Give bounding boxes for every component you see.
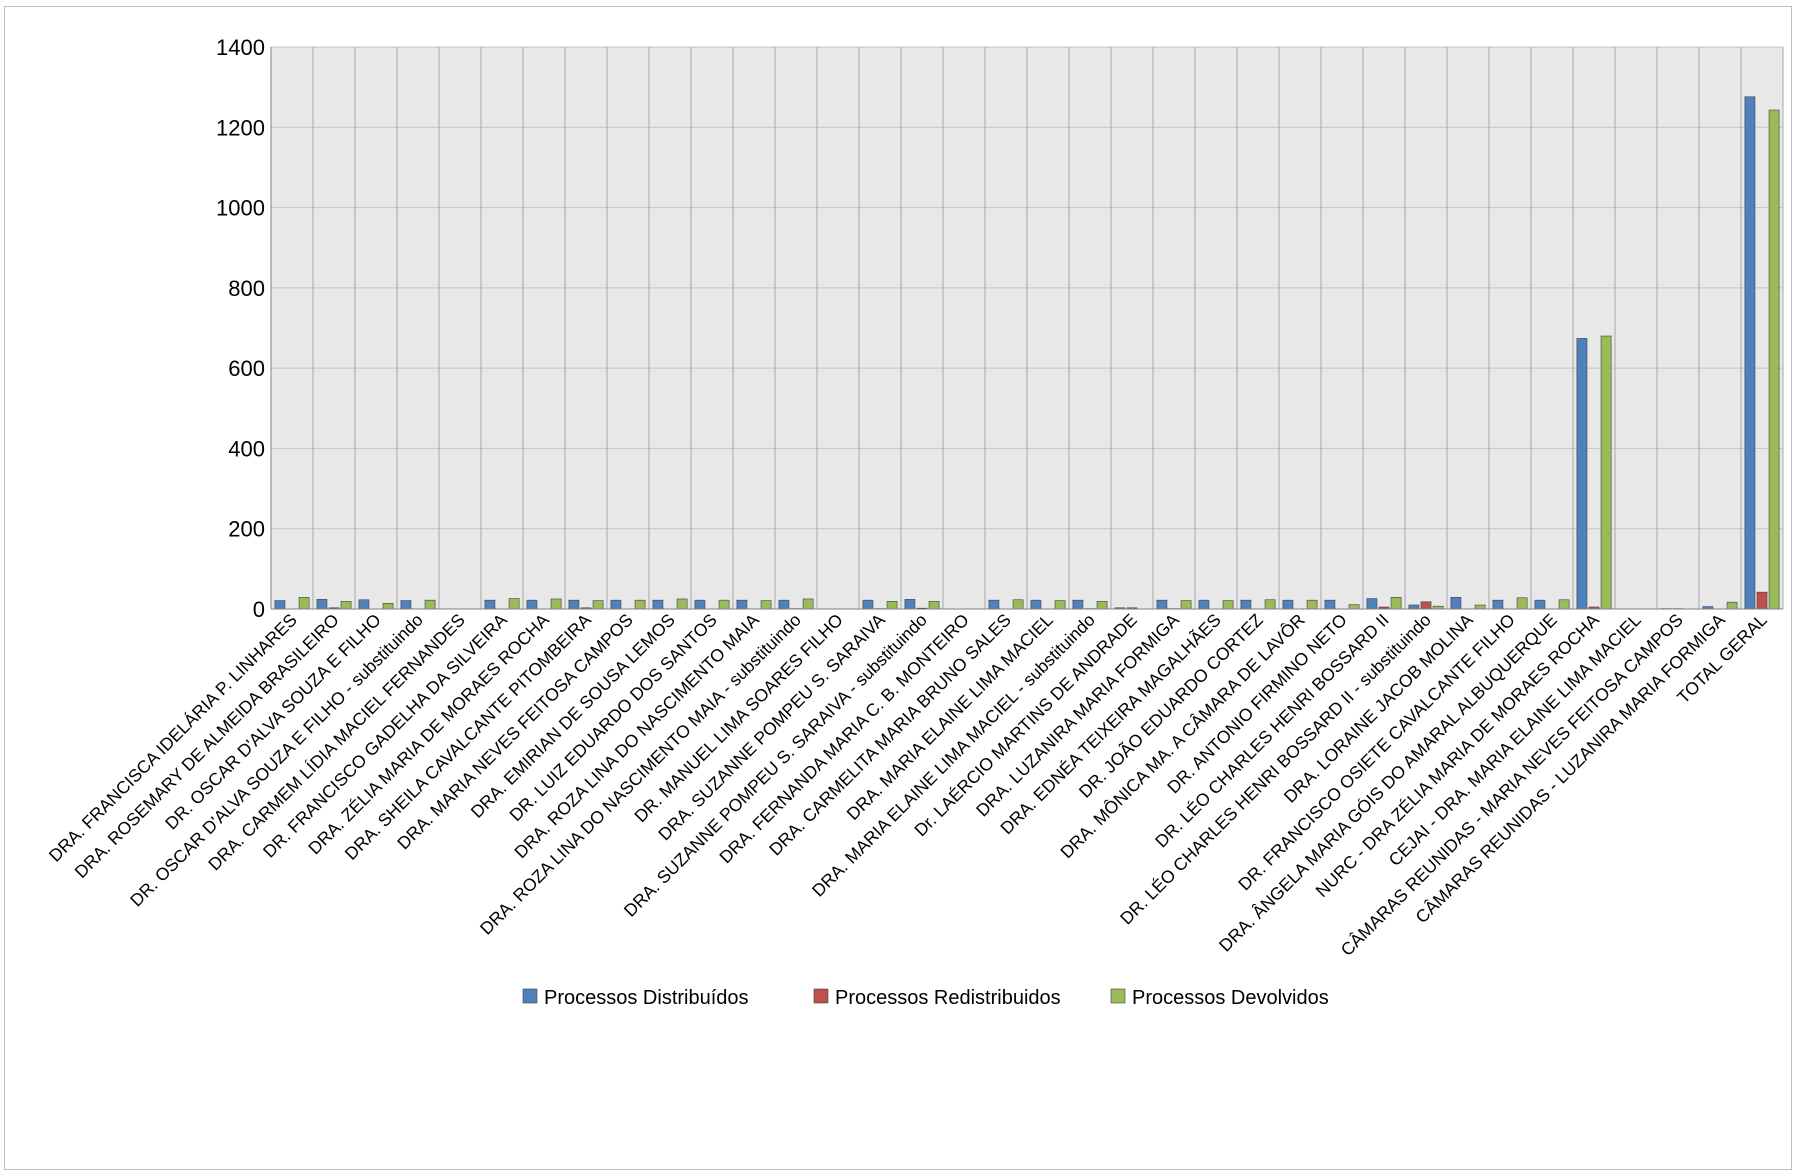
bar-processos-devolvidos-11 bbox=[760, 600, 772, 610]
legend-item: Processos Redistribuidos bbox=[813, 987, 1061, 1009]
bar-processos-distribu-dos-1 bbox=[316, 599, 328, 610]
bar-processos-distribu-dos-15 bbox=[904, 599, 916, 610]
legend-label: Processos Redistribuidos bbox=[835, 987, 1061, 1009]
y-tick-label: 1400 bbox=[216, 35, 265, 60]
bar-processos-distribu-dos-12 bbox=[778, 599, 790, 610]
bar-processos-distribu-dos-22 bbox=[1198, 599, 1210, 610]
bar-processos-distribu-dos-8 bbox=[610, 599, 622, 610]
bar-processos-redistribuidos-27 bbox=[1420, 601, 1432, 610]
bar-processos-distribu-dos-28 bbox=[1450, 597, 1462, 610]
legend-item: Processos Distribuídos bbox=[522, 987, 749, 1009]
bar-processos-distribu-dos-30 bbox=[1534, 599, 1546, 610]
bar-processos-devolvidos-5 bbox=[508, 598, 520, 610]
x-category-label: DR. OSCAR D'ALVA SOUZA E FILHO - substit… bbox=[126, 610, 427, 911]
bar-processos-devolvidos-1 bbox=[340, 601, 352, 610]
bar-processos-redistribuidos-35 bbox=[1756, 591, 1768, 610]
bar-processos-devolvidos-14 bbox=[886, 601, 898, 610]
bar-processos-distribu-dos-2 bbox=[358, 599, 370, 610]
y-tick-label: 1200 bbox=[216, 115, 265, 140]
bar-processos-distribu-dos-9 bbox=[652, 599, 664, 610]
bar-processos-devolvidos-22 bbox=[1222, 600, 1234, 610]
y-tick-label: 800 bbox=[228, 276, 265, 301]
bar-processos-devolvidos-23 bbox=[1264, 599, 1276, 610]
legend-swatch bbox=[1110, 988, 1126, 1004]
bar-processos-distribu-dos-24 bbox=[1282, 599, 1294, 610]
legend-swatch bbox=[522, 988, 538, 1004]
bar-processos-distribu-dos-10 bbox=[694, 599, 706, 610]
bar-processos-devolvidos-18 bbox=[1054, 600, 1066, 610]
y-tick-label: 400 bbox=[228, 436, 265, 461]
bar-processos-distribu-dos-27 bbox=[1408, 604, 1420, 610]
bar-processos-devolvidos-30 bbox=[1558, 599, 1570, 610]
legend-item: Processos Devolvidos bbox=[1110, 987, 1329, 1009]
bar-processos-distribu-dos-11 bbox=[736, 599, 748, 610]
bar-processos-distribu-dos-7 bbox=[568, 599, 580, 610]
bar-processos-devolvidos-8 bbox=[634, 599, 646, 610]
bar-processos-devolvidos-12 bbox=[802, 598, 814, 610]
bar-processos-distribu-dos-31 bbox=[1576, 338, 1588, 610]
legend-label: Processos Devolvidos bbox=[1132, 987, 1329, 1009]
y-tick-label: 1000 bbox=[216, 196, 265, 221]
bar-processos-distribu-dos-26 bbox=[1366, 598, 1378, 610]
bar-processos-devolvidos-0 bbox=[298, 597, 310, 610]
bar-processos-devolvidos-6 bbox=[550, 598, 562, 610]
bar-processos-distribu-dos-23 bbox=[1240, 599, 1252, 610]
bar-processos-devolvidos-3 bbox=[424, 599, 436, 610]
bar-processos-devolvidos-25 bbox=[1348, 604, 1360, 610]
bar-processos-distribu-dos-6 bbox=[526, 599, 538, 610]
bar-processos-distribu-dos-17 bbox=[988, 599, 1000, 610]
bar-processos-devolvidos-10 bbox=[718, 599, 730, 610]
y-tick-label: 600 bbox=[228, 356, 265, 381]
bar-processos-distribu-dos-14 bbox=[862, 599, 874, 610]
bar-processos-devolvidos-34 bbox=[1726, 601, 1738, 610]
bar-processos-devolvidos-15 bbox=[928, 601, 940, 610]
bar-processos-devolvidos-17 bbox=[1012, 599, 1024, 610]
bar-processos-distribu-dos-25 bbox=[1324, 599, 1336, 610]
y-tick-label: 0 bbox=[253, 597, 265, 622]
bar-processos-devolvidos-19 bbox=[1096, 601, 1108, 610]
bar-processos-distribu-dos-0 bbox=[274, 600, 286, 610]
bar-processos-distribu-dos-5 bbox=[484, 599, 496, 610]
bar-processos-distribu-dos-35 bbox=[1744, 96, 1756, 610]
bar-processos-devolvidos-9 bbox=[676, 598, 688, 610]
chart-frame: 0 200 400 600 800 1000 1200 1400 DRA. FRANCISCA… bbox=[4, 6, 1792, 1170]
bar-processos-devolvidos-26 bbox=[1390, 597, 1402, 610]
bar-processos-devolvidos-2 bbox=[382, 603, 394, 610]
y-tick-label: 200 bbox=[228, 517, 265, 542]
bar-processos-distribu-dos-21 bbox=[1156, 599, 1168, 610]
legend-swatch bbox=[813, 988, 829, 1004]
bar-processos-devolvidos-29 bbox=[1516, 597, 1528, 610]
bar-processos-devolvidos-35 bbox=[1768, 109, 1780, 610]
bar-processos-devolvidos-7 bbox=[592, 600, 604, 610]
bar-processos-devolvidos-31 bbox=[1600, 335, 1612, 610]
bar-processos-distribu-dos-19 bbox=[1072, 599, 1084, 610]
bar-processos-devolvidos-21 bbox=[1180, 600, 1192, 610]
bar-processos-devolvidos-28 bbox=[1474, 604, 1486, 610]
bar-processos-distribu-dos-3 bbox=[400, 600, 412, 610]
bar-processos-distribu-dos-18 bbox=[1030, 599, 1042, 610]
bar-processos-distribu-dos-29 bbox=[1492, 599, 1504, 610]
legend-label: Processos Distribuídos bbox=[544, 987, 749, 1009]
bar-processos-devolvidos-24 bbox=[1306, 599, 1318, 610]
